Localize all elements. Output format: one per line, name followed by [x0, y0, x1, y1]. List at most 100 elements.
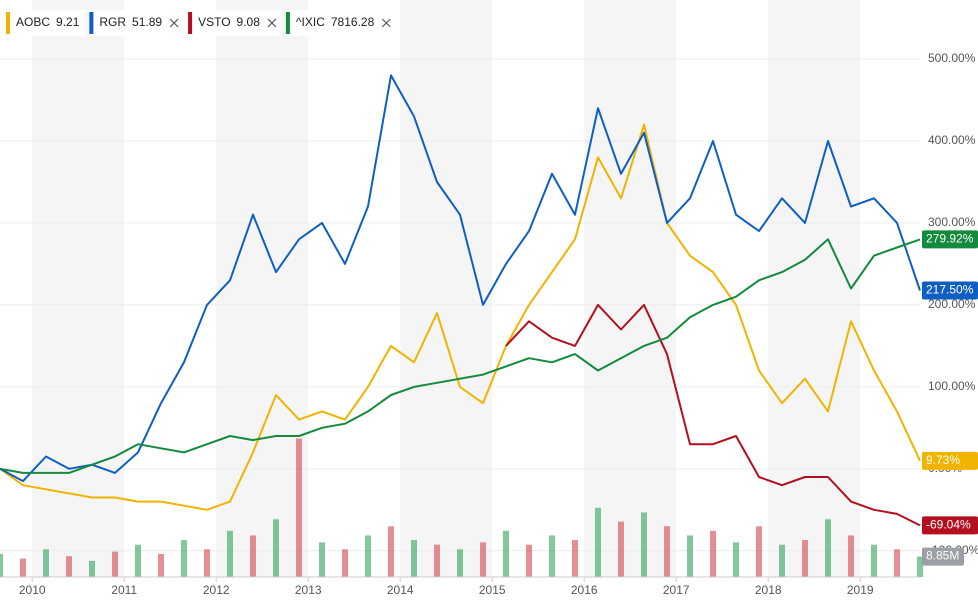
- legend: AOBC 9.21 RGR 51.89 VSTO 9.08 ^IXIC 7816.28: [6, 10, 397, 36]
- legend-price: 51.89: [132, 15, 162, 29]
- legend-swatch: [89, 12, 94, 34]
- legend-name: ^IXIC: [296, 15, 325, 29]
- volume-bar: [135, 544, 141, 577]
- volume-tag-box: [922, 547, 964, 566]
- legend-box: [285, 10, 397, 36]
- volume-bar: [871, 544, 877, 577]
- legend-swatch: [285, 12, 290, 34]
- series-line: [0, 74, 921, 483]
- volume-bar: [917, 556, 923, 577]
- legend-box: [89, 10, 185, 36]
- year-band: [768, 0, 861, 577]
- y-tick-label: 100.00%: [928, 379, 976, 393]
- y-tick-label: 200.00%: [928, 297, 976, 311]
- y-tick-label: 300.00%: [928, 215, 976, 229]
- volume-bar: [572, 540, 578, 577]
- legend-item: ^IXIC 7816.28: [285, 10, 397, 36]
- legend-price: 7816.28: [331, 15, 375, 29]
- volume-bar: [733, 542, 739, 577]
- volume-bar: [296, 438, 302, 577]
- year-band: [400, 0, 493, 577]
- volume-bar: [894, 549, 900, 577]
- bands: [32, 0, 861, 577]
- legend-box: [6, 10, 86, 36]
- year-band: [584, 0, 677, 577]
- x-tick-label: 2013: [295, 583, 322, 597]
- x-tick-label: 2019: [847, 583, 874, 597]
- legend-name: VSTO: [198, 15, 230, 29]
- legend-swatch: [188, 12, 193, 34]
- grid: [0, 58, 920, 552]
- volume-bar: [756, 526, 762, 577]
- volume-bar: [526, 544, 532, 577]
- series-line: [0, 123, 921, 511]
- volume-bar: [664, 526, 670, 577]
- volume-bar: [848, 535, 854, 577]
- volume-bar: [641, 512, 647, 577]
- volume-tag: 8.85M: [926, 549, 959, 563]
- volume-bar: [66, 556, 72, 577]
- end-tag: 279.92%: [926, 232, 974, 246]
- volume-bar: [480, 542, 486, 577]
- remove-button[interactable]: [169, 18, 179, 28]
- series-line: [0, 238, 921, 474]
- volume-bar: [779, 544, 785, 577]
- end-tag: -69.04%: [926, 518, 971, 532]
- end-tag-box: [922, 451, 978, 470]
- x-tick-label: 2018: [755, 583, 782, 597]
- volume: [0, 438, 923, 577]
- volume-bar: [503, 530, 509, 577]
- volume-bar: [89, 560, 95, 577]
- remove-icon: [267, 18, 277, 28]
- legend-swatch: [6, 12, 10, 34]
- legend-price: 9.21: [56, 15, 80, 29]
- volume-bar: [411, 540, 417, 577]
- remove-icon: [381, 18, 391, 28]
- end-tags: 8.85M 9.73% 217.50% -69.04% 279.92%: [922, 230, 978, 566]
- end-tag-box: [922, 230, 978, 249]
- remove-button[interactable]: [267, 18, 277, 28]
- legend-box: [188, 10, 282, 36]
- x-tick-label: 2016: [571, 583, 598, 597]
- volume-bar: [434, 544, 440, 577]
- x-tick-label: 2015: [479, 583, 506, 597]
- volume-bar: [365, 535, 371, 577]
- volume-bar: [273, 519, 279, 577]
- end-tag-box: [922, 516, 978, 535]
- legend-item: VSTO 9.08: [188, 10, 282, 36]
- year-band: [32, 0, 125, 577]
- volume-bar: [710, 530, 716, 577]
- volume-bar: [457, 549, 463, 577]
- remove-button[interactable]: [381, 18, 391, 28]
- volume-bar: [802, 540, 808, 577]
- volume-bar: [342, 549, 348, 577]
- x-tick-label: 2010: [19, 583, 46, 597]
- x-tick-label: 2011: [111, 583, 137, 597]
- volume-bar: [250, 535, 256, 577]
- volume-bar: [112, 551, 118, 577]
- y-tick-label: 500.00%: [928, 51, 976, 65]
- volume-bar: [181, 540, 187, 577]
- volume-bar: [618, 521, 624, 577]
- x-tick-label: 2012: [203, 583, 230, 597]
- legend-item: RGR 51.89: [89, 10, 185, 36]
- volume-bar: [204, 549, 210, 577]
- end-tag: 9.73%: [926, 453, 960, 467]
- volume-bar: [20, 558, 26, 577]
- volume-bar: [227, 530, 233, 577]
- legend-item: AOBC 9.21: [6, 10, 86, 36]
- lines: [0, 74, 921, 527]
- volume-bar: [825, 519, 831, 577]
- volume-bar: [158, 553, 164, 577]
- volume-bar: [0, 553, 3, 577]
- y-tick-label: 400.00%: [928, 133, 976, 147]
- legend-name: AOBC: [16, 15, 50, 29]
- volume-bar: [595, 507, 601, 577]
- x-tick-label: 2014: [387, 583, 414, 597]
- year-band: [216, 0, 309, 577]
- series-line: [505, 303, 921, 527]
- end-tag-box: [922, 281, 978, 300]
- volume-bar: [43, 549, 49, 577]
- end-tag: 217.50%: [926, 283, 974, 297]
